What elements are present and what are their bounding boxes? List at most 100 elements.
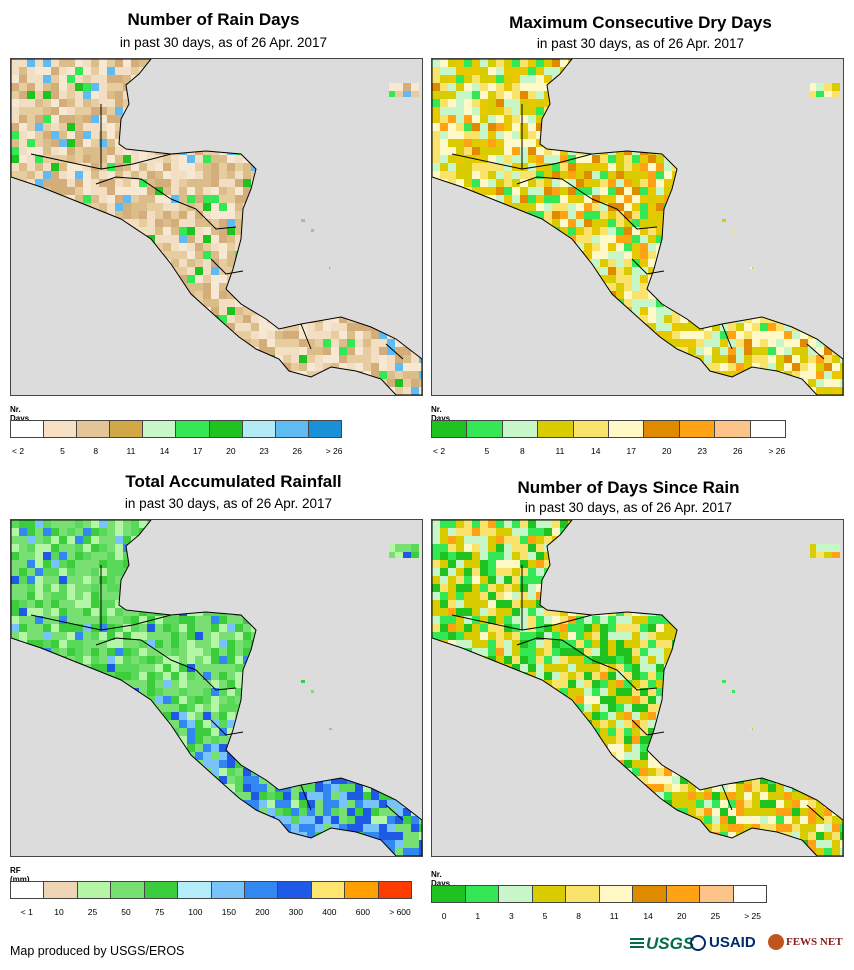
legend-bar [10,420,342,438]
legend-swatch [633,886,667,902]
country-border [631,258,665,275]
usaid-logo-text: USAID [709,934,756,951]
footer-credit: Map produced by USGS/EROS [10,944,185,958]
legend-swatch [644,421,680,437]
map-days-since-rain[interactable] [431,519,844,857]
legend-swatch [77,421,111,437]
fewsnet-logo: FEWS NET [768,934,843,950]
legend-swatch [679,421,716,437]
legend-tick-label: 20 [226,446,236,456]
legend-tick-label: 75 [154,907,165,917]
country-border [170,198,237,230]
land-pixel-grid [432,520,843,856]
legend-tick-label: 50 [121,907,131,917]
logo-strip: USGS USAID FEWS NET [630,932,845,962]
fewsnet-globe-icon [768,934,784,950]
country-border [721,784,733,811]
land-pixel-grid [11,59,422,395]
map-total-rainfall[interactable] [10,519,423,857]
legend-tick-label: 26 [292,446,302,456]
legend-tick-label: < 2 [433,446,446,456]
land-pixel-grid [432,59,843,395]
country-border [516,176,593,200]
legend-tick-label: > 26 [325,446,343,456]
legend-tick-label: 300 [288,907,303,917]
usgs-logo-text: USGS [646,934,695,953]
legend-tick-label: > 25 [744,911,761,921]
legend-swatch [502,421,539,437]
legend-tick-label: 14 [643,911,653,921]
legend-swatch [733,886,766,902]
legend-swatch [278,882,312,898]
coastline [11,520,422,856]
legend-tick-label: 23 [259,446,269,456]
country-border [806,804,825,821]
usaid-seal-icon [690,934,706,951]
legend-tick-label: 3 [509,911,514,921]
country-border [300,323,312,350]
legend-tick-label: 5 [484,446,490,456]
panel-title: Maximum Consecutive Dry Days [509,13,772,32]
country-border [132,614,172,626]
country-border [721,323,733,350]
legend-tick-label: 600 [355,907,370,917]
legend-tick-label: 8 [576,911,581,921]
legend-swatch [700,886,734,902]
country-border [516,637,593,661]
legend-swatch [275,421,309,437]
legend-bar [431,420,786,438]
legend-swatch [538,421,574,437]
fewsnet-logo-text: FEWS NET [786,936,843,948]
legend-tick-label: 5 [542,911,548,921]
legend-swatch [144,882,179,898]
legend-swatch [11,421,45,437]
coastline [432,520,843,856]
legend-tick-label: 17 [192,446,203,456]
legend-tick-label: 8 [93,446,99,456]
legend-unit: RF (mm) [10,866,30,884]
legend-tick-label: < 2 [12,446,25,456]
legend-tick-label: > 600 [389,907,411,917]
legend-swatch [311,882,346,898]
legend-tick-label: 5 [60,446,65,456]
legend-tick-label: 23 [697,446,707,456]
country-border [30,153,102,170]
usgs-logo: USGS [630,934,694,954]
coastline [432,59,843,395]
panel-subtitle: in past 30 days, as of 26 Apr. 2017 [536,36,745,51]
legend-tick-label: 200 [255,907,270,917]
country-border [30,614,102,631]
country-border [132,153,172,165]
legend-swatch [573,421,610,437]
legend-swatch [666,886,700,902]
map-max-dry-days[interactable] [431,58,844,396]
country-border [385,804,404,821]
legend-tick-label: 100 [188,907,203,917]
panel-title: Number of Rain Days [127,10,300,29]
legend-bar [10,881,412,899]
country-border [806,343,825,360]
legend-swatch [432,886,466,902]
legend-swatch [715,421,751,437]
legend-swatch [609,421,645,437]
legend-tick-label: 8 [519,446,525,456]
map-rain-days[interactable] [10,58,423,396]
legend-swatch [111,882,145,898]
country-border [300,784,312,811]
legend-tick-label: 25 [87,907,98,917]
country-border [385,343,404,360]
legend-tick-label: < 1 [20,907,33,917]
legend-tick-label: 14 [159,446,170,456]
usaid-logo: USAID [690,934,756,951]
legend-swatch [143,421,177,437]
legend-unit: Nr. Days [431,870,451,888]
legend-swatch [432,421,468,437]
coastline [11,59,422,395]
legend-swatch [110,421,144,437]
legend-swatch [77,882,112,898]
country-border [210,258,244,275]
legend-tick-label: 0 [441,911,447,921]
country-border [591,198,658,230]
panel-title: Number of Days Since Rain [517,478,740,497]
legend-swatch [242,421,276,437]
